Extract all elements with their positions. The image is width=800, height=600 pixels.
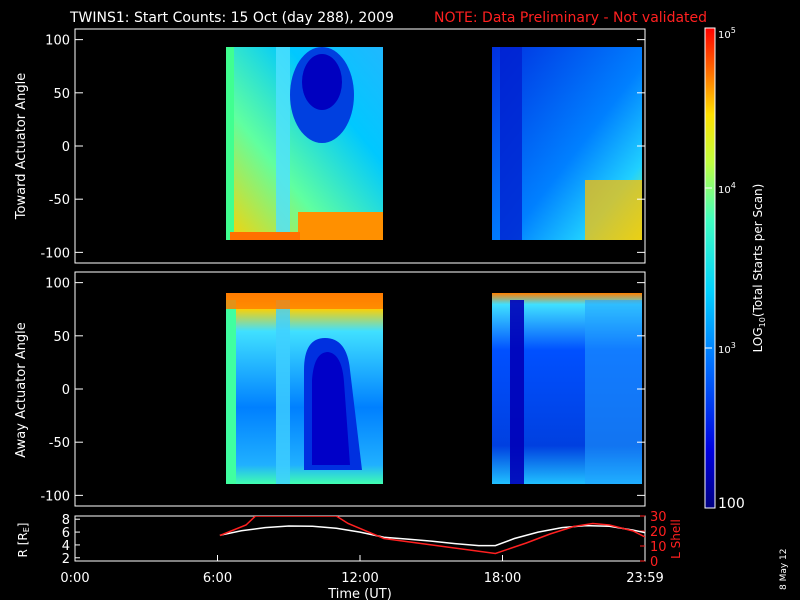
middle-heatmap-block-2 <box>492 293 642 484</box>
top-y-tick-label: 0 <box>62 140 70 155</box>
middle-y-tick-label: 50 <box>53 330 70 345</box>
r-tick-label: 8 <box>62 513 70 528</box>
x-tick-label: 6:00 <box>203 571 232 586</box>
middle-y-axis: 100 50 0 -50 -100 <box>40 277 645 504</box>
colorbar-tick-label: 105 <box>718 26 736 41</box>
lshell-tick-label: 20 <box>650 525 667 540</box>
middle-panel: 100 50 0 -50 -100 Away Actuator Angle <box>14 271 646 507</box>
colorbar: 105 104 103 100 LOG10(Total Starts per Scan… <box>704 26 767 512</box>
top-y-tick-label: -50 <box>49 193 70 208</box>
x-tick-label: 12:00 <box>341 571 378 586</box>
colorbar-label: LOG10(Total Starts per Scan) <box>751 184 767 353</box>
top-panel: 100 50 0 -50 -100 Toward Actuator Angle <box>14 28 646 264</box>
l-shell-axis-label: L Shell <box>669 519 683 559</box>
colorbar-tick-label: 100 <box>718 496 745 512</box>
middle-y-tick-label: 0 <box>62 383 70 398</box>
figure-title: TWINS1: Start Counts: 15 Oct (day 288), … <box>69 10 394 26</box>
colorbar-ticks: 105 104 103 100 <box>705 26 745 512</box>
middle-heatmap-block-1 <box>226 293 383 484</box>
date-stamp: 8 May 12 <box>779 548 789 590</box>
top-heatmap-block-1 <box>226 47 383 240</box>
middle-y-tick-label: -100 <box>40 489 70 504</box>
middle-y-tick-label: 100 <box>45 277 70 292</box>
r-tick-label: 4 <box>62 539 70 554</box>
r-tick-label: 2 <box>62 552 70 567</box>
r-tick-label: 6 <box>62 526 70 541</box>
x-tick-label: 0:00 <box>60 571 89 586</box>
x-tick-label: 18:00 <box>484 571 521 586</box>
top-y-axis: 100 50 0 -50 -100 <box>40 34 645 261</box>
middle-y-label: Away Actuator Angle <box>14 322 29 457</box>
orbit-series <box>219 516 645 555</box>
colorbar-gradient <box>704 27 716 509</box>
l-shell-line <box>219 516 645 555</box>
lshell-tick-label: 0 <box>650 555 658 570</box>
top-y-tick-label: -100 <box>40 246 70 261</box>
r-axis-label: R [RE] <box>16 523 31 558</box>
top-heatmap-block-2 <box>492 47 642 240</box>
top-y-label: Toward Actuator Angle <box>14 73 29 220</box>
lshell-tick-label: 30 <box>650 510 667 525</box>
colorbar-tick-label: 103 <box>718 341 736 356</box>
top-y-tick-label: 50 <box>53 87 70 102</box>
top-y-tick-label: 100 <box>45 34 70 49</box>
bottom-x-axis: 0:00 6:00 12:00 18:00 23:59 <box>60 555 664 586</box>
x-axis-label: Time (UT) <box>327 587 392 600</box>
lshell-tick-label: 10 <box>650 540 667 555</box>
x-tick-label: 23:59 <box>626 571 663 586</box>
bottom-panel-frame <box>74 515 646 562</box>
colorbar-tick-label: 104 <box>718 181 736 196</box>
middle-y-tick-label: -50 <box>49 436 70 451</box>
preliminary-note: NOTE: Data Preliminary - Not validated <box>434 10 707 26</box>
